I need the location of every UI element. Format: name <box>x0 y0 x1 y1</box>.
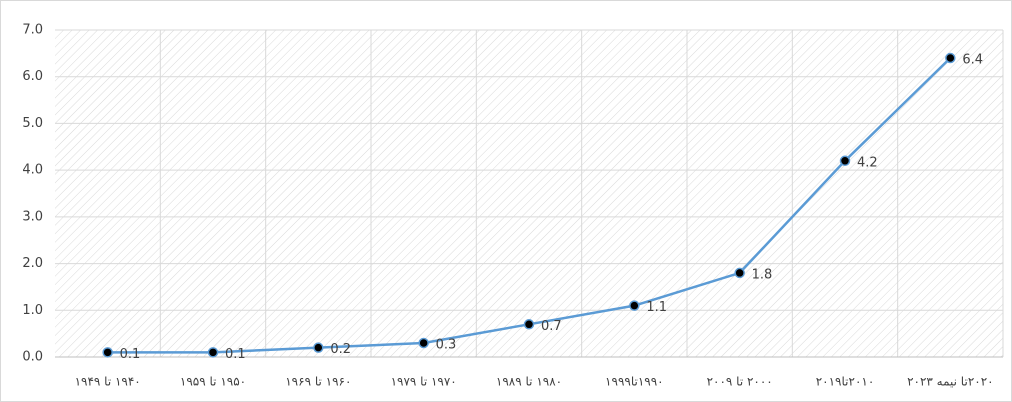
data-label: 0.1 <box>225 347 246 362</box>
marker <box>945 52 956 64</box>
data-label: 1.8 <box>752 267 773 282</box>
x-tick-label: ۱۹۹۰تا۱۹۹۹ <box>605 375 664 389</box>
x-tick-label: ۱۹۴۰ تا ۱۹۴۹ <box>75 375 141 389</box>
y-tick-label: 4.0 <box>22 163 43 178</box>
marker <box>523 319 535 330</box>
x-tick-label: ۱۹۶۰ تا ۱۹۶۹ <box>285 375 351 389</box>
marker <box>418 337 429 349</box>
marker <box>313 342 324 353</box>
y-tick-label: 2.0 <box>22 256 43 271</box>
x-tick-label: ۲۰۱۰تا۲۰۱۹ <box>816 375 875 389</box>
x-tick-label: ۱۹۸۰ تا ۱۹۸۹ <box>496 375 562 389</box>
y-tick-label: 0.0 <box>22 350 43 365</box>
y-tick-label: 1.0 <box>22 303 43 318</box>
data-label: 0.2 <box>330 342 351 357</box>
marker <box>207 347 219 358</box>
x-tick-label: ۱۹۵۰ تا ۱۹۵۹ <box>180 375 246 389</box>
marker <box>734 267 745 279</box>
data-label: 0.7 <box>541 319 562 334</box>
marker <box>629 300 640 311</box>
data-label: 0.1 <box>120 347 141 362</box>
x-tick-label: ۲۰۲۰تا نیمه ۲۰۲۳ <box>907 375 994 389</box>
data-label: 1.1 <box>646 300 667 315</box>
x-tick-label: ۱۹۷۰ تا ۱۹۷۹ <box>391 375 457 389</box>
y-tick-label: 6.0 <box>22 69 43 84</box>
y-tick-label: 3.0 <box>22 209 43 224</box>
plot-area <box>55 30 1003 357</box>
marker <box>102 347 113 358</box>
y-tick-label: 7.0 <box>22 23 43 38</box>
data-label: 6.4 <box>962 53 983 68</box>
data-label: 4.2 <box>857 155 878 170</box>
data-label: 0.3 <box>436 337 457 352</box>
marker <box>839 155 851 167</box>
y-tick-label: 5.0 <box>22 116 43 131</box>
x-tick-label: ۲۰۰۰ تا ۲۰۰۹ <box>707 375 773 389</box>
